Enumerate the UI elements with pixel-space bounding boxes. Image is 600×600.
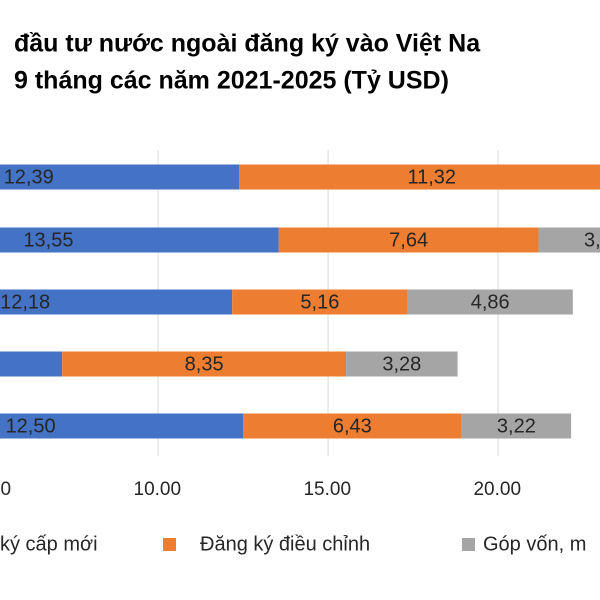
bar-segment (0, 351, 63, 377)
value-label: 11,32 (407, 166, 456, 188)
bar-segment (0, 227, 279, 253)
bar-segment (278, 227, 539, 253)
value-label: 12,18 (0, 291, 50, 313)
value-label: 8,35 (185, 353, 224, 375)
x-tick-label: 20.00 (473, 479, 521, 500)
bar-segment (243, 413, 462, 439)
value-label: 12,50 (6, 415, 56, 437)
x-tick-label: 0 (1, 479, 12, 500)
legend-label: Góp vốn, m (483, 533, 586, 555)
bar-segment (0, 164, 240, 190)
bar-segment (346, 351, 458, 377)
bar-segment (62, 351, 347, 377)
x-tick-label: 15.00 (303, 479, 351, 500)
value-label: 7,64 (389, 229, 428, 251)
value-label: 4,86 (471, 291, 510, 313)
x-tick-label: 10.00 (134, 479, 182, 500)
bar-segment (0, 289, 233, 315)
bar-segment (538, 227, 600, 253)
value-label: 6,43 (333, 415, 372, 437)
bar-segment (232, 289, 408, 315)
chart-title: 9 tháng các năm 2021-2025 (Tỷ USD) (14, 67, 449, 95)
bar-segment (239, 164, 600, 190)
bar-segment (407, 289, 573, 315)
bar-segment (0, 413, 244, 439)
chart-title: đầu tư nước ngoài đăng ký vào Việt Na (14, 30, 481, 58)
value-label: 13,55 (23, 229, 73, 251)
value-label: 3,5 (584, 229, 600, 251)
value-label: 12,39 (4, 166, 54, 188)
legend-label: Đăng ký điều chỉnh (200, 533, 370, 555)
legend-label: ký cấp mới (0, 533, 98, 555)
value-label: 5,16 (300, 291, 339, 313)
value-label: 3,28 (382, 353, 421, 375)
legend-swatch (462, 538, 475, 551)
value-label: 3,22 (497, 415, 536, 437)
bar-segment (461, 413, 572, 439)
legend-swatch (163, 538, 176, 551)
